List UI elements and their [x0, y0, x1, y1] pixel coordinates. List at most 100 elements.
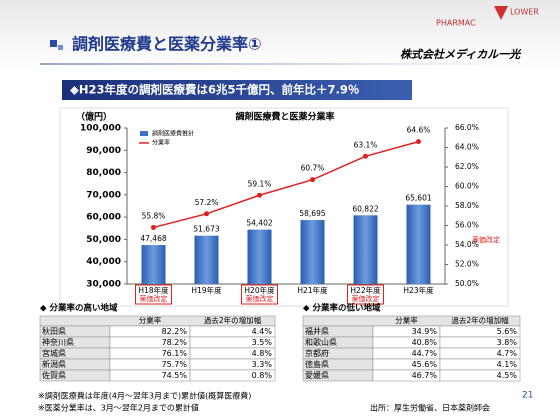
logo-text: PHARMAC: [436, 19, 476, 28]
table-cell-text: 45.6%: [412, 360, 438, 369]
table-cell-text: 4.7%: [497, 349, 518, 358]
x-tick-label: H19年度: [191, 285, 222, 295]
table-cell-text: 宮城県: [42, 348, 66, 358]
logo-flower: [494, 6, 508, 20]
y-tick-label: 100,000: [80, 124, 121, 134]
line-value-label: 59.1%: [248, 179, 272, 188]
table-cell-text: 和歌山県: [305, 337, 337, 347]
banner: [62, 80, 412, 100]
line-value-label: 63.1%: [354, 140, 378, 149]
category-note: 薬価改定: [246, 294, 274, 303]
column-header: 分業率: [139, 315, 162, 325]
y2-tick-label: 58.0%: [455, 201, 479, 210]
page-number: 21: [522, 391, 533, 401]
y-tick-label: 70,000: [86, 190, 121, 200]
bar: [247, 229, 272, 284]
y2-tick-label: 52.0%: [455, 260, 479, 269]
title-underline: [40, 63, 520, 65]
table-cell: [439, 369, 521, 382]
table-cell-text: 5.6%: [497, 327, 518, 336]
y2-tick-label: 64.0%: [455, 143, 479, 152]
line-point: [310, 177, 315, 183]
title-icon: [58, 45, 63, 50]
y2-tick-label: 66.0%: [455, 123, 479, 132]
title-icon: [50, 40, 57, 47]
column-header: 過去2年の増加幅: [204, 315, 262, 325]
bar-value-label: 58,695: [299, 209, 325, 218]
table-heading: ◆ 分業率の低い地域: [303, 303, 381, 314]
table-cell-text: 秋田県: [42, 326, 66, 336]
table-cell-text: 40.8%: [412, 338, 438, 347]
table-cell-text: 4.1%: [497, 360, 518, 369]
table-cell-text: 3.5%: [252, 338, 273, 347]
table-cell-text: 4.8%: [252, 349, 273, 358]
company-name: 株式会社メディカル一光: [400, 48, 522, 61]
bar: [141, 245, 166, 284]
bar: [194, 235, 219, 284]
y2-tick-label: 56.0%: [455, 221, 479, 230]
note-box: [135, 284, 172, 305]
note-box: [241, 284, 278, 305]
column-header: 分業率: [395, 315, 418, 325]
table-cell-text: 4.5%: [497, 371, 518, 380]
line-value-label: 57.2%: [195, 198, 219, 207]
table-cell-text: 神奈川県: [42, 337, 74, 347]
source: 出所：厚生労働省、日本薬剤師会: [370, 403, 490, 413]
x-tick-label: H22年度: [350, 285, 381, 295]
bar: [406, 204, 431, 284]
table-cell-text: 佐賀県: [42, 370, 66, 380]
line-point: [363, 153, 368, 159]
bar: [353, 215, 378, 284]
header-band: [0, 0, 560, 70]
bar-value-label: 54,402: [246, 219, 272, 228]
column-header: 過去2年の増加幅: [451, 315, 509, 325]
table-cell-text: 74.5%: [162, 371, 188, 380]
table-heading: ◆ 分業率の高い地域: [40, 303, 118, 314]
side-note: 薬価改定: [472, 235, 500, 244]
x-tick-label: H20年度: [244, 285, 275, 295]
line-value-label: 64.6%: [407, 126, 431, 135]
table-cell-text: 34.9%: [412, 327, 438, 336]
chart-panel: [59, 107, 509, 307]
line-point: [151, 224, 156, 230]
table-cell-text: 44.7%: [412, 349, 438, 358]
bar-value-label: 47,468: [140, 234, 166, 243]
legend-label: 調剤医療費推計: [152, 130, 194, 138]
y2-tick-label: 62.0%: [455, 162, 479, 171]
note-box: [347, 284, 384, 305]
table-cell-text: 0.8%: [252, 371, 273, 380]
y-tick-label: 60,000: [86, 213, 121, 223]
y-tick-label: 80,000: [86, 168, 121, 178]
line-value-label: 55.8%: [142, 211, 166, 220]
line-point: [416, 139, 421, 145]
logo-text: LOWER: [510, 8, 539, 17]
footnote: ※調剤医療費は年度(4月～翌年3月まで)累計値(概算医療費): [38, 391, 251, 401]
x-tick-label: H21年度: [297, 285, 328, 295]
banner-text: ◆H23年度の調剤医療費は6兆5千億円、前年比＋7.9％: [70, 83, 359, 97]
y-tick-label: 30,000: [86, 280, 121, 290]
legend-label: 分業率: [152, 139, 170, 147]
table-cell-text: 76.1%: [162, 349, 188, 358]
y2-tick-label: 60.0%: [455, 182, 479, 191]
bar-value-label: 65,601: [405, 194, 431, 203]
line: [153, 140, 419, 229]
footnote: ※医薬分業率は、3月～翌年2月までの累計値: [38, 403, 199, 413]
category-note: 薬価改定: [352, 294, 380, 303]
x-tick-label: H18年度: [138, 285, 169, 295]
line-value-label: 60.7%: [301, 164, 325, 173]
table-cell-text: 新潟県: [42, 359, 66, 369]
bar-value-label: 51,673: [193, 225, 219, 234]
y2-tick-label: 50.0%: [455, 279, 479, 288]
table-cell-text: 75.7%: [162, 360, 188, 369]
line-point: [204, 211, 209, 217]
table-cell: [189, 369, 276, 382]
category-note: 薬価改定: [140, 294, 168, 303]
y-tick-label: 90,000: [86, 146, 121, 156]
table-cell-text: 46.7%: [412, 371, 438, 380]
y-tick-label: 40,000: [86, 257, 121, 267]
table-cell-text: 3.8%: [497, 338, 518, 347]
table-cell-text: 82.2%: [162, 327, 188, 336]
legend-swatch: [140, 131, 148, 136]
table-cell-text: 徳島県: [305, 359, 329, 369]
